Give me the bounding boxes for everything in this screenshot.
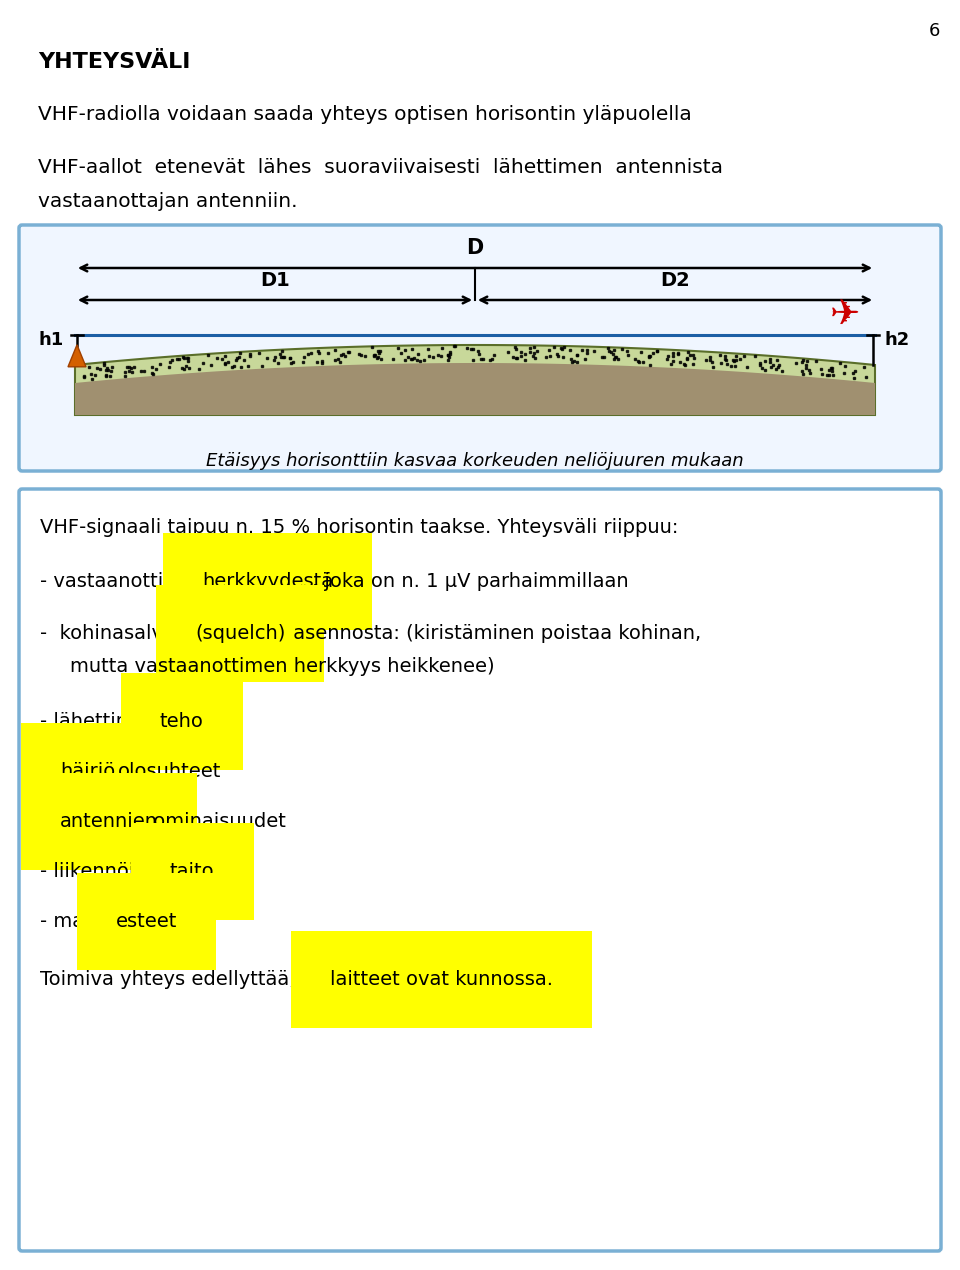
Polygon shape	[68, 344, 86, 367]
Text: mutta vastaanottimen herkkyys heikkenee): mutta vastaanottimen herkkyys heikkenee)	[70, 657, 494, 676]
Text: herkkyydestä: herkkyydestä	[202, 572, 333, 591]
Text: VHF-radiolla voidaan saada yhteys optisen horisontin yläpuolella: VHF-radiolla voidaan saada yhteys optise…	[38, 105, 692, 124]
Text: h2: h2	[885, 331, 910, 349]
Text: - liikennöimis: - liikennöimis	[40, 862, 169, 881]
Text: antennien: antennien	[60, 812, 158, 831]
FancyBboxPatch shape	[19, 489, 941, 1251]
Text: D2: D2	[660, 271, 690, 290]
Text: h1: h1	[38, 331, 63, 349]
Text: (squelch): (squelch)	[195, 624, 285, 643]
Text: vastaanottajan antenniin.: vastaanottajan antenniin.	[38, 192, 298, 211]
Text: -: -	[40, 812, 54, 831]
Text: asennosta: (kiristäminen poistaa kohinan,: asennosta: (kiristäminen poistaa kohinan…	[287, 624, 701, 643]
FancyBboxPatch shape	[19, 225, 941, 471]
Text: Toimiva yhteys edellyttää, että: Toimiva yhteys edellyttää, että	[40, 970, 347, 989]
Text: - lähettimen: - lähettimen	[40, 712, 165, 732]
Polygon shape	[75, 363, 875, 415]
Text: ominaisuudet: ominaisuudet	[147, 812, 286, 831]
Text: ✈: ✈	[829, 298, 860, 331]
Text: D1: D1	[260, 271, 290, 290]
Text: olosuhteet: olosuhteet	[118, 762, 222, 781]
Text: , joka on n. 1 μV parhaimmillaan: , joka on n. 1 μV parhaimmillaan	[312, 572, 629, 591]
Text: Etäisyys horisonttiin kasvaa korkeuden neliöjuuren mukaan: Etäisyys horisonttiin kasvaa korkeuden n…	[206, 452, 744, 470]
Text: laitteet ovat kunnossa.: laitteet ovat kunnossa.	[330, 970, 553, 989]
Text: - vastaanottimen: - vastaanottimen	[40, 572, 212, 591]
Text: YHTEYSVÄLI: YHTEYSVÄLI	[38, 52, 190, 72]
Text: häiriö: häiriö	[60, 762, 115, 781]
Polygon shape	[75, 345, 875, 415]
Text: VHF-aallot  etenevät  lähes  suoraviivaisesti  lähettimen  antennista: VHF-aallot etenevät lähes suoraviivaises…	[38, 157, 723, 177]
Text: 6: 6	[928, 22, 940, 39]
Text: esteet: esteet	[116, 912, 178, 931]
Text: -: -	[40, 762, 54, 781]
Text: teho: teho	[160, 712, 204, 732]
Text: taito: taito	[170, 862, 215, 881]
Text: - maasto: - maasto	[40, 912, 126, 931]
Text: D: D	[467, 237, 484, 258]
Text: -  kohinasalvan: - kohinasalvan	[40, 624, 193, 643]
Text: VHF-signaali taipuu n. 15 % horisontin taakse. Yhteysväli riippuu:: VHF-signaali taipuu n. 15 % horisontin t…	[40, 518, 679, 537]
